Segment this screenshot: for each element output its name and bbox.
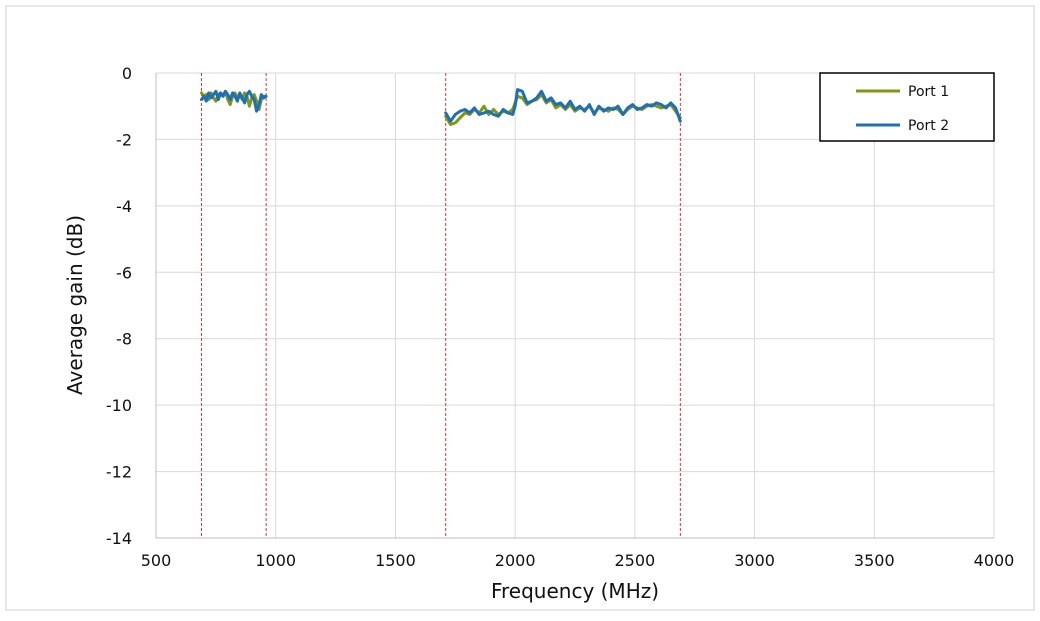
y-tick-label: -10 xyxy=(106,396,132,415)
y-tick-label: -12 xyxy=(106,463,132,482)
x-tick-label: 1500 xyxy=(375,551,416,570)
y-tick-label: -6 xyxy=(116,263,132,282)
x-axis-label: Frequency (MHz) xyxy=(491,579,659,603)
y-tick-label: -14 xyxy=(106,529,132,548)
x-tick-label: 3000 xyxy=(734,551,775,570)
legend-label: Port 2 xyxy=(908,118,949,134)
y-tick-labels: 0 -2 -4 -6 -8 -10 -12 -14 xyxy=(106,64,132,548)
x-tick-label: 4000 xyxy=(974,551,1015,570)
axes xyxy=(155,73,994,539)
band-markers xyxy=(200,73,681,538)
y-tick-label: -4 xyxy=(116,197,132,216)
x-tick-label: 1000 xyxy=(255,551,296,570)
y-tick-label: 0 xyxy=(122,64,132,83)
y-tick-label: -8 xyxy=(116,330,132,349)
x-tick-label: 500 xyxy=(141,551,172,570)
y-axis-label: Average gain (dB) xyxy=(63,215,87,395)
x-tick-label: 2500 xyxy=(614,551,655,570)
legend-box xyxy=(819,72,995,142)
x-tick-label: 2000 xyxy=(495,551,536,570)
legend: Port 1 Port 2 xyxy=(819,72,995,142)
series-lines xyxy=(200,88,682,126)
series-line-port-2 xyxy=(444,88,682,123)
y-tick-label: -2 xyxy=(116,130,132,149)
grid xyxy=(156,72,995,538)
x-tick-label: 3500 xyxy=(854,551,895,570)
legend-label: Port 1 xyxy=(908,84,949,100)
series-line-port-2 xyxy=(200,89,268,113)
x-tick-labels: 500 1000 1500 2000 2500 3000 3500 4000 xyxy=(141,551,1015,570)
